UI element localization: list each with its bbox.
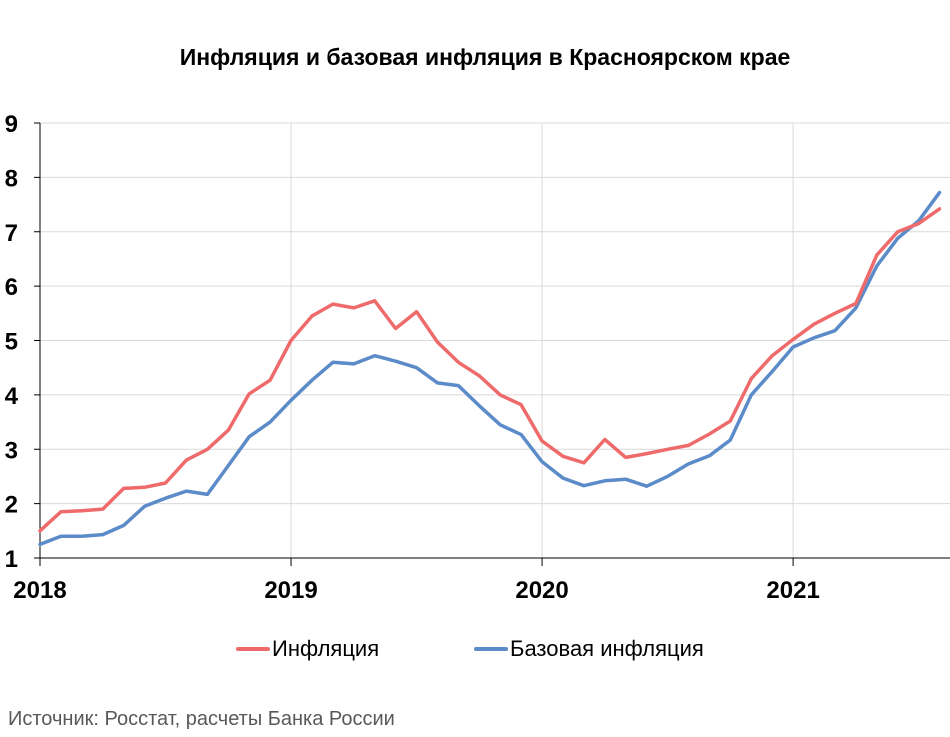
y-tick-label: 9 xyxy=(5,111,18,138)
legend-item-inflation: Инфляция xyxy=(236,636,379,662)
x-tick-label: 2019 xyxy=(264,577,317,604)
y-tick-label: 3 xyxy=(5,437,18,464)
x-tick-label: 2020 xyxy=(515,577,568,604)
legend-item-core: Базовая инфляция xyxy=(474,636,704,662)
y-tick-label: 8 xyxy=(5,165,18,192)
legend-swatch-core xyxy=(474,647,508,651)
y-tick-label: 5 xyxy=(5,329,18,356)
core-inflation-line xyxy=(38,190,942,547)
source-note: Источник: Росстат, расчеты Банка России xyxy=(8,708,395,730)
y-tick-label: 7 xyxy=(5,220,18,247)
x-tick-label: 2018 xyxy=(13,577,66,604)
legend-label-inflation: Инфляция xyxy=(272,636,380,661)
legend-label-core: Базовая инфляция xyxy=(510,636,704,661)
x-tick-label: 2021 xyxy=(766,577,819,604)
y-tick-label: 2 xyxy=(5,492,18,519)
inflation-line xyxy=(38,207,942,533)
y-tick-label: 6 xyxy=(5,274,18,301)
y-tick-label: 1 xyxy=(5,546,18,573)
legend-swatch-inflation xyxy=(236,647,270,651)
legend: Инфляция Базовая инфляция xyxy=(0,636,950,666)
y-tick-label: 4 xyxy=(5,383,19,410)
chart-title: Инфляция и базовая инфляция в Красноярск… xyxy=(179,44,791,70)
